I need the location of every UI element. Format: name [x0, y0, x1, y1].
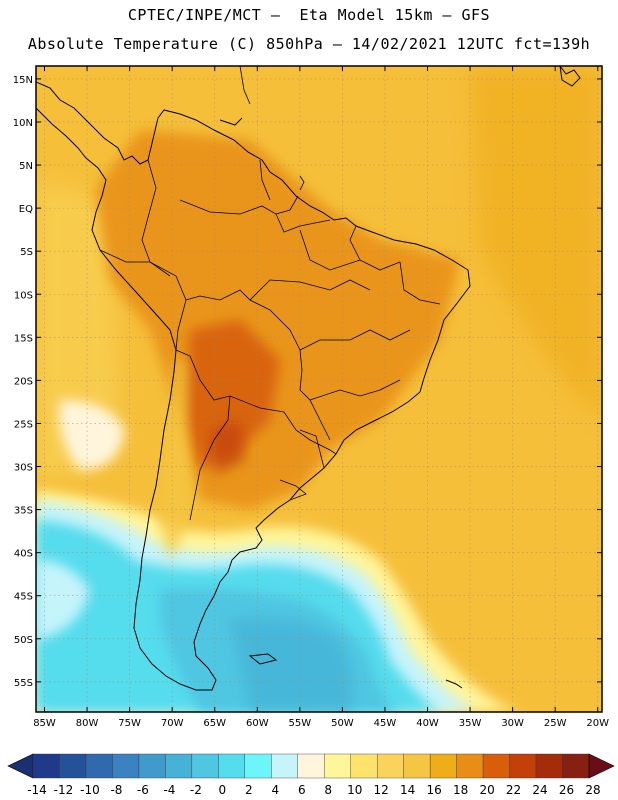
- colorbar-label: 8: [324, 783, 332, 797]
- colorbar-label: -14: [27, 783, 47, 797]
- colorbar-label: 28: [585, 783, 600, 797]
- colorbar-swatch: [297, 753, 325, 779]
- colorbar-label: 14: [400, 783, 415, 797]
- lat-tick-label: 45S: [14, 592, 33, 603]
- caribbean-islands: [299, 175, 305, 191]
- colorbar-label: 24: [532, 783, 547, 797]
- lat-tick-label: 20S: [14, 376, 33, 387]
- lat-tick-label: 40S: [14, 549, 33, 560]
- map-title-field: Absolute Temperature (C) 850hPa — 14/02/…: [27, 35, 591, 53]
- colorbar-high-arrow: [588, 753, 615, 779]
- colorbar-label: 10: [347, 783, 362, 797]
- colorbar-label: -2: [190, 783, 202, 797]
- colorbar-swatch: [32, 753, 60, 779]
- colorbar-swatch: [85, 753, 113, 779]
- lon-tick-label: 20W: [586, 718, 609, 729]
- lon-tick-label: 75W: [118, 718, 141, 729]
- colorbar-label: -6: [137, 783, 149, 797]
- country-borders: [99, 159, 441, 521]
- colorbar-label: 26: [559, 783, 574, 797]
- caribbean-islands: [219, 117, 243, 126]
- colorbar-swatch: [376, 753, 404, 779]
- colorbar-label: 12: [374, 783, 389, 797]
- colorbar-label: -8: [110, 783, 122, 797]
- longitude-axis: 85W 80W 75W 70W 65W 60W 55W 50W 45W 40W 35W 30W 25W 2…: [33, 66, 609, 729]
- lon-tick-label: 40W: [416, 718, 439, 729]
- lon-tick-label: 25W: [544, 718, 567, 729]
- colorbar-swatch: [509, 753, 537, 779]
- colorbar-swatch: [403, 753, 431, 779]
- colorbar-label: -4: [163, 783, 175, 797]
- temperature-field: [36, 66, 602, 712]
- lat-tick-label: 15N: [13, 75, 33, 86]
- lon-tick-label: 35W: [459, 718, 482, 729]
- colorbar-swatch: [324, 753, 351, 779]
- colorbar-low-arrow: [7, 753, 34, 779]
- caribbean-islands: [559, 66, 581, 87]
- lon-tick-label: 45W: [374, 718, 397, 729]
- lat-tick-label: 50S: [14, 635, 33, 646]
- colorbar-label: -12: [54, 783, 74, 797]
- colorbar-swatch: [165, 753, 193, 779]
- colorbar-swatch: [218, 753, 246, 779]
- temperature-colorbar: -14 -12 -10 -8 -6 -4 -2 0 2 4 6 8 10 12 14 16 18 20 22 24 26…: [7, 753, 615, 797]
- colorbar-label: 22: [506, 783, 521, 797]
- latitude-axis: 15N 10N 5N EQ 5S 10S 15S 20S 25S 30S 35S 40S 45S 50S 5…: [13, 75, 602, 689]
- coastline: [36, 81, 471, 691]
- colorbar-label: 16: [427, 783, 442, 797]
- lon-tick-label: 55W: [289, 718, 312, 729]
- lon-tick-label: 85W: [33, 718, 56, 729]
- colorbar-swatch: [112, 753, 140, 779]
- map-frame: [35, 65, 603, 713]
- colorbar-swatch: [456, 753, 484, 779]
- colorbar-swatch: [59, 753, 87, 779]
- lat-tick-label: 25S: [14, 419, 33, 430]
- lat-tick-label: 5S: [20, 247, 33, 258]
- falkland-islands: [248, 653, 278, 665]
- map-title-model: CPTEC/INPE/MCT — Eta Model 15km — GFS: [127, 6, 491, 24]
- lon-tick-label: 30W: [501, 718, 524, 729]
- colorbar-label: 2: [245, 783, 253, 797]
- lon-tick-label: 65W: [203, 718, 226, 729]
- caribbean-islands: [239, 66, 251, 105]
- lon-tick-label: 80W: [76, 718, 99, 729]
- lat-tick-label: 15S: [14, 333, 33, 344]
- lon-tick-label: 60W: [246, 718, 269, 729]
- lat-tick-label: 35S: [14, 506, 33, 517]
- colorbar-swatch: [482, 753, 510, 779]
- colorbar-label: -10: [80, 783, 100, 797]
- lon-tick-label: 70W: [161, 718, 184, 729]
- colorbar-swatch: [271, 753, 298, 779]
- lat-tick-label: 30S: [14, 463, 33, 474]
- south-georgia: [445, 679, 463, 689]
- colorbar-label: 4: [271, 783, 279, 797]
- lat-tick-label: 55S: [14, 678, 33, 689]
- colorbar-label: 18: [453, 783, 468, 797]
- colorbar-swatch: [244, 753, 272, 779]
- colorbar-swatch: [350, 753, 378, 779]
- colorbar-label: 20: [479, 783, 494, 797]
- colorbar-swatch: [562, 753, 590, 779]
- colorbar-swatch: [191, 753, 219, 779]
- lat-tick-label: 5N: [19, 161, 33, 172]
- lon-tick-label: 50W: [331, 718, 354, 729]
- lat-tick-label: EQ: [19, 204, 33, 215]
- colorbar-swatch: [138, 753, 166, 779]
- lat-tick-label: 10S: [14, 290, 33, 301]
- colorbar-label: 0: [219, 783, 227, 797]
- lat-tick-label: 10N: [13, 118, 33, 129]
- colorbar-label: 6: [298, 783, 306, 797]
- colorbar-swatch: [535, 753, 563, 779]
- colorbar-swatch: [429, 753, 457, 779]
